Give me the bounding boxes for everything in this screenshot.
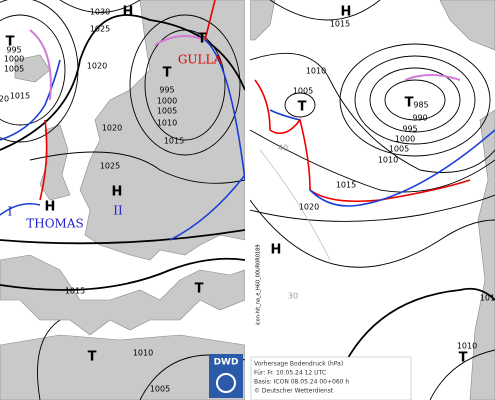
isobar-label: 1005 bbox=[389, 145, 409, 154]
latitude-label: 30 bbox=[288, 292, 298, 301]
isobar-label: 1005 bbox=[293, 87, 313, 96]
low-name: GULLA bbox=[178, 53, 223, 67]
left-map bbox=[0, 0, 245, 400]
isobar-label: 1010 bbox=[480, 294, 495, 303]
isobar-label: 1010 bbox=[457, 342, 477, 351]
isobar-label: 1025 bbox=[90, 25, 110, 34]
info-line: Basis: ICON 08.05.24 00+060 h bbox=[254, 379, 349, 386]
high-name: I bbox=[8, 205, 13, 219]
isobar-label: 1030 bbox=[90, 8, 110, 17]
isobar-label: 1020 bbox=[102, 124, 122, 133]
high-label: H bbox=[112, 185, 123, 200]
isobar-label: 1000 bbox=[157, 97, 177, 106]
isobar-label: 995 bbox=[159, 86, 174, 95]
isobar-label: 1010 bbox=[306, 67, 326, 76]
isobar-label: 990 bbox=[412, 114, 427, 123]
high-label: H bbox=[45, 200, 56, 215]
isobar-label: 985 bbox=[413, 101, 428, 110]
right-map bbox=[250, 0, 495, 400]
high-label: H bbox=[271, 243, 282, 258]
high-label: H bbox=[341, 5, 352, 20]
isobar-label: 1000 bbox=[4, 55, 24, 64]
isobar-label: 1005 bbox=[4, 65, 24, 74]
low-label: T bbox=[6, 35, 15, 50]
isobar-label: 20 bbox=[0, 95, 9, 104]
low-label: T bbox=[195, 282, 204, 297]
low-label: T bbox=[88, 350, 97, 365]
model-code: icon-hlt_na_e_H60_00UR0R0189 bbox=[256, 245, 262, 326]
isobar-label: 1010 bbox=[133, 349, 153, 358]
isobar-label: 1010 bbox=[378, 156, 398, 165]
isobar-label: 1010 bbox=[157, 119, 177, 128]
info-line: Vorhersage Bodendruck (hPa) bbox=[254, 361, 343, 368]
info-line: Für: Fr. 10.05.24 12 UTC bbox=[254, 370, 326, 377]
isobar-label: 1015 bbox=[330, 20, 350, 29]
isobar-label: 995 bbox=[402, 125, 417, 134]
high-name: THOMAS bbox=[26, 217, 83, 231]
latitude-label: 40 bbox=[278, 144, 288, 153]
low-label: T bbox=[198, 32, 207, 47]
isobar-label: 995 bbox=[6, 46, 21, 55]
isobar-label: 1015 bbox=[336, 181, 356, 190]
low-label: T bbox=[459, 351, 468, 366]
isobar-label: 1020 bbox=[87, 62, 107, 71]
low-label: T bbox=[163, 66, 172, 81]
low-label: T bbox=[405, 96, 414, 111]
isobar-label: 1020 bbox=[299, 203, 319, 212]
high-label: H bbox=[123, 5, 134, 20]
logo-text: DWD bbox=[214, 358, 239, 368]
isobar-label: 1005 bbox=[157, 107, 177, 116]
isobar-label: 1025 bbox=[100, 162, 120, 171]
isobar-label: 1005 bbox=[150, 385, 170, 394]
isobar-label: 1015 bbox=[10, 92, 30, 101]
isobar-label: 1015 bbox=[65, 287, 85, 296]
low-label: T bbox=[298, 100, 307, 115]
info-line: © Deutscher Wetterdienst bbox=[254, 388, 334, 395]
isobar-label: 1000 bbox=[395, 135, 415, 144]
isobar-label: 1015 bbox=[164, 137, 184, 146]
high-name: II bbox=[113, 204, 123, 218]
